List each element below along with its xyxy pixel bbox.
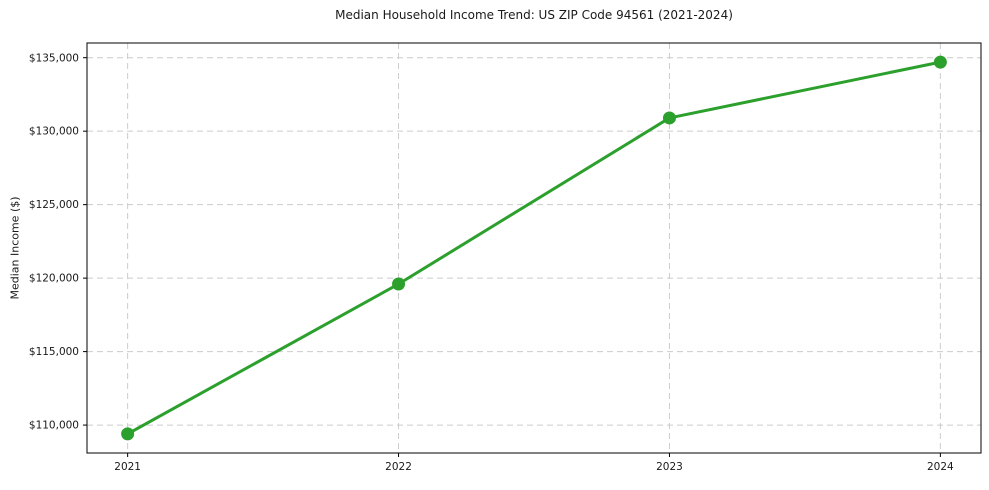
x-tick-label: 2024 — [927, 461, 954, 473]
y-tick-label: $125,000 — [29, 199, 79, 211]
axes-frame — [86, 42, 982, 454]
x-tick-label: 2021 — [114, 461, 141, 473]
data-point — [392, 277, 406, 291]
data-point — [121, 427, 135, 441]
data-point — [662, 111, 676, 125]
y-tick-label: $135,000 — [29, 52, 79, 64]
data-point — [933, 55, 947, 69]
y-tick-label: $120,000 — [29, 273, 79, 285]
x-tick-label: 2022 — [385, 461, 412, 473]
y-tick-label: $110,000 — [29, 420, 79, 432]
chart-title: Median Household Income Trend: US ZIP Co… — [335, 8, 733, 22]
trend-line — [126, 60, 942, 436]
y-tick-label: $130,000 — [29, 126, 79, 138]
y-tick-label: $115,000 — [29, 346, 79, 358]
x-tick-label: 2023 — [656, 461, 683, 473]
